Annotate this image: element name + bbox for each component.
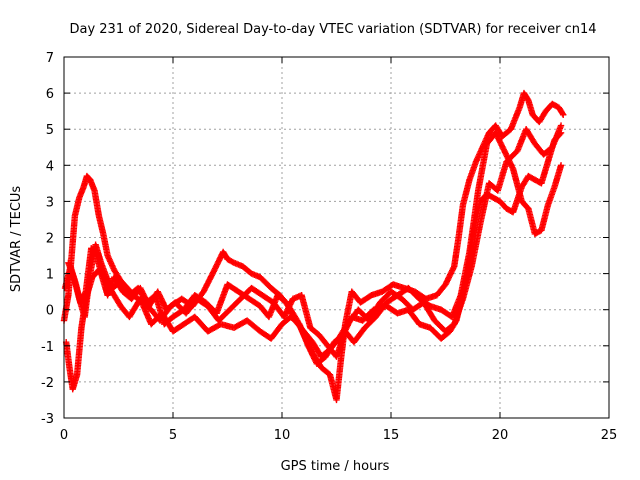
chart-title: Day 231 of 2020, Sidereal Day-to-day VTE… <box>69 22 596 37</box>
y-tick-label: 2 <box>46 232 54 247</box>
x-tick-label: 5 <box>169 428 177 443</box>
x-axis-label: GPS time / hours <box>281 459 390 474</box>
y-tick-label: -1 <box>41 340 54 355</box>
y-tick-label: 1 <box>46 268 54 283</box>
y-axis-label: SDTVAR / TECUs <box>9 186 24 293</box>
data-point <box>559 110 566 117</box>
plot-area <box>60 89 567 404</box>
y-tick-label: -2 <box>41 376 54 391</box>
y-tick-label: -3 <box>41 412 54 427</box>
y-tick-label: 5 <box>46 123 54 138</box>
x-tick-label: 10 <box>274 428 291 443</box>
x-tick-label: 15 <box>383 428 400 443</box>
y-tick-label: 4 <box>46 159 54 174</box>
x-tick-label: 25 <box>601 428 618 443</box>
series-track-4 <box>65 122 565 360</box>
axis-ticks: 0 5 10 15 20 25 -3 -2 -1 0 1 2 3 4 5 6 7 <box>41 51 617 443</box>
data-point <box>557 122 565 129</box>
x-tick-label: 20 <box>492 428 509 443</box>
x-tick-label: 0 <box>60 428 68 443</box>
y-tick-label: 6 <box>46 87 54 102</box>
y-tick-label: 7 <box>46 51 54 66</box>
data-point <box>557 162 565 169</box>
y-tick-label: 0 <box>46 304 54 319</box>
grid <box>64 57 609 418</box>
y-tick-label: 3 <box>46 195 54 210</box>
data-point <box>560 111 567 118</box>
